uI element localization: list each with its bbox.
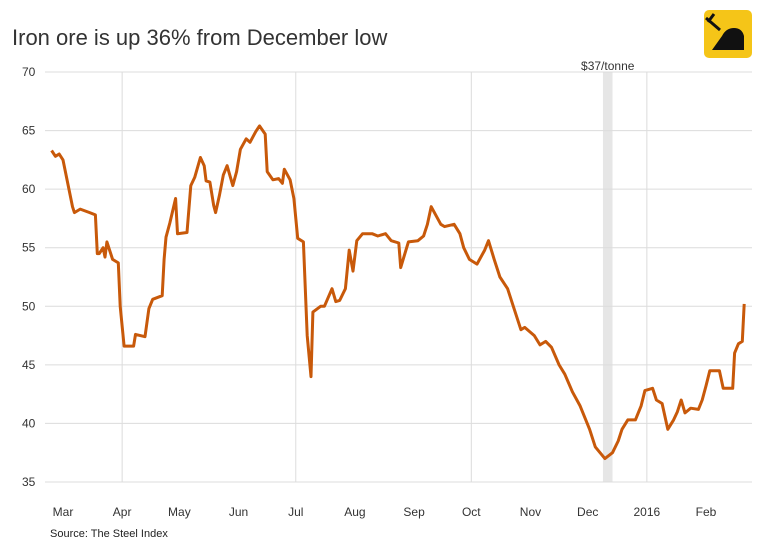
chart-title: Iron ore is up 36% from December low [12, 25, 387, 50]
x-tick-label: Oct [462, 505, 481, 519]
x-tick-label: Feb [696, 505, 717, 519]
x-tick-label: Jul [288, 505, 303, 519]
y-tick-label: 65 [22, 124, 36, 138]
y-tick-label: 50 [22, 299, 36, 313]
x-tick-label: Jun [229, 505, 248, 519]
y-tick-label: 70 [22, 65, 36, 79]
x-tick-label: Aug [344, 505, 365, 519]
y-tick-label: 45 [22, 358, 36, 372]
y-tick-label: 40 [22, 416, 36, 430]
logo [704, 10, 752, 58]
x-tick-label: Nov [520, 505, 541, 519]
x-tick-label: Sep [403, 505, 425, 519]
y-tick-label: 60 [22, 182, 36, 196]
highlight-band [602, 72, 613, 482]
y-tick-label: 35 [22, 475, 36, 489]
x-tick-label: 2016 [634, 505, 661, 519]
source: Source: The Steel Index [50, 528, 168, 540]
x-tick-label: Dec [577, 505, 598, 519]
price-line [50, 124, 746, 461]
x-tick-label: May [168, 505, 191, 519]
annotation-label: $37/tonne [581, 59, 635, 73]
x-tick-label: Apr [113, 505, 132, 519]
x-tick-label: Mar [53, 505, 74, 519]
y-tick-label: 55 [22, 241, 36, 255]
